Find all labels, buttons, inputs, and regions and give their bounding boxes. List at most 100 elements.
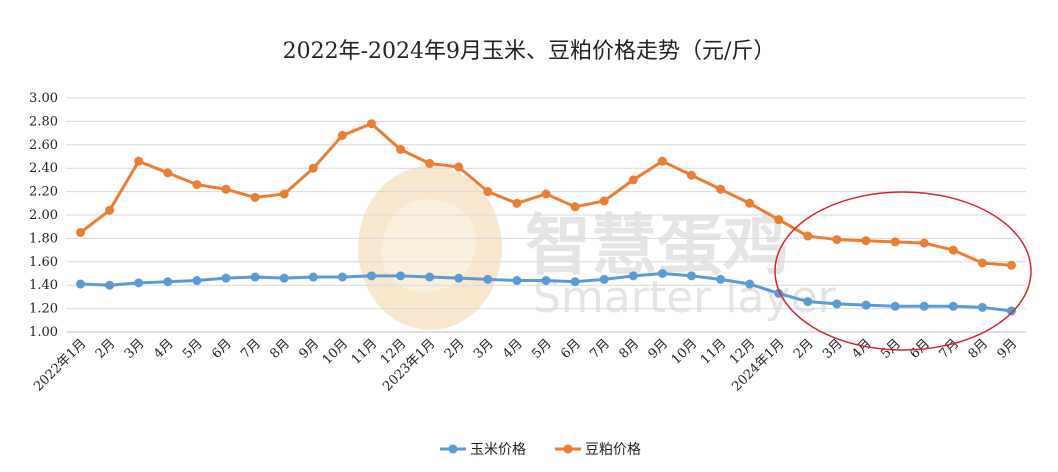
data-point <box>454 273 464 283</box>
x-tick-label: 4月 <box>151 336 177 362</box>
data-point <box>686 271 696 281</box>
data-point <box>396 144 406 154</box>
y-tick-label: 2.00 <box>29 208 58 223</box>
x-tick-label: 9月 <box>995 336 1021 362</box>
y-tick-label: 2.60 <box>29 138 58 153</box>
data-point <box>221 184 231 194</box>
data-point <box>425 159 435 169</box>
legend-marker <box>448 444 458 454</box>
data-point <box>192 276 202 286</box>
legend-label: 豆粕价格 <box>585 442 641 458</box>
data-point <box>105 280 115 290</box>
data-point <box>657 156 667 166</box>
data-point <box>948 245 958 255</box>
data-point <box>512 198 522 208</box>
y-tick-label: 2.80 <box>29 114 58 129</box>
annotation-ellipse <box>774 191 1032 351</box>
data-point <box>832 299 842 309</box>
legend-marker <box>563 444 573 454</box>
data-point <box>919 301 929 311</box>
data-point <box>483 274 493 284</box>
data-point <box>105 205 115 215</box>
data-point <box>134 156 144 166</box>
x-tick-label: 7月 <box>936 336 962 362</box>
data-point <box>366 119 376 129</box>
x-tick-label: 3月 <box>122 336 148 362</box>
data-point <box>396 271 406 281</box>
series-corn <box>76 269 1016 316</box>
data-point <box>250 272 260 282</box>
x-tick-label: 8月 <box>616 336 642 362</box>
watermark-cn: 智慧蛋鸡 <box>525 207 789 284</box>
data-point <box>570 277 580 287</box>
x-tick-label: 11月 <box>698 336 729 367</box>
data-point <box>716 184 726 194</box>
data-point <box>163 168 173 178</box>
x-tick-label: 10月 <box>320 336 351 367</box>
y-tick-label: 3.00 <box>29 91 58 106</box>
data-point <box>250 192 260 202</box>
data-point <box>163 277 173 287</box>
data-point <box>1006 260 1016 270</box>
x-tick-label: 2月 <box>93 336 119 362</box>
x-tick-label: 6月 <box>558 336 584 362</box>
data-point <box>366 271 376 281</box>
series-layer <box>76 119 1016 316</box>
x-tick-label: 4月 <box>500 336 526 362</box>
legend-label: 玉米价格 <box>470 442 526 458</box>
data-point <box>599 196 609 206</box>
y-tick-label: 1.80 <box>29 231 58 246</box>
data-point <box>483 187 493 197</box>
data-point <box>832 235 842 245</box>
data-point <box>221 273 231 283</box>
data-point <box>861 300 871 310</box>
x-tick-label: 10月 <box>669 336 700 367</box>
data-point <box>308 163 318 173</box>
x-tick-label: 4月 <box>849 336 875 362</box>
data-point <box>76 279 86 289</box>
data-point <box>512 276 522 286</box>
data-point <box>425 272 435 282</box>
y-tick-label: 1.00 <box>29 325 58 340</box>
series-soymeal <box>76 119 1016 270</box>
data-point <box>541 189 551 199</box>
watermark: 智慧蛋鸡 Smarter layer <box>358 166 837 330</box>
data-point <box>541 276 551 286</box>
watermark-chicken-icon <box>381 199 476 293</box>
data-point <box>745 279 755 289</box>
x-tick-label: 7月 <box>587 336 613 362</box>
x-tick-label: 5月 <box>180 336 206 362</box>
data-point <box>454 162 464 172</box>
x-tick-label: 9月 <box>646 336 672 362</box>
data-point <box>948 301 958 311</box>
data-point <box>599 274 609 284</box>
y-tick-label: 1.40 <box>29 278 58 293</box>
x-tick-label: 3月 <box>471 336 497 362</box>
data-point <box>134 278 144 288</box>
data-point <box>716 274 726 284</box>
y-tick-label: 1.60 <box>29 255 58 270</box>
x-tick-label: 9月 <box>296 336 322 362</box>
data-point <box>1006 306 1016 316</box>
x-tick-label: 7月 <box>238 336 264 362</box>
data-point <box>279 273 289 283</box>
data-point <box>76 228 86 238</box>
data-point <box>657 269 667 278</box>
x-tick-label: 2月 <box>442 336 468 362</box>
data-point <box>337 272 347 282</box>
y-tick-label: 2.20 <box>29 185 58 200</box>
y-tick-label: 2.40 <box>29 161 58 176</box>
data-point <box>890 237 900 247</box>
data-point <box>628 175 638 185</box>
data-point <box>745 198 755 208</box>
data-point <box>803 297 813 307</box>
data-point <box>570 202 580 212</box>
x-tick-label: 8月 <box>267 336 293 362</box>
x-tick-label: 5月 <box>529 336 555 362</box>
x-tick-label: 2022年1月 <box>31 336 89 394</box>
data-point <box>803 231 813 241</box>
data-point <box>628 271 638 281</box>
data-point <box>308 272 318 282</box>
